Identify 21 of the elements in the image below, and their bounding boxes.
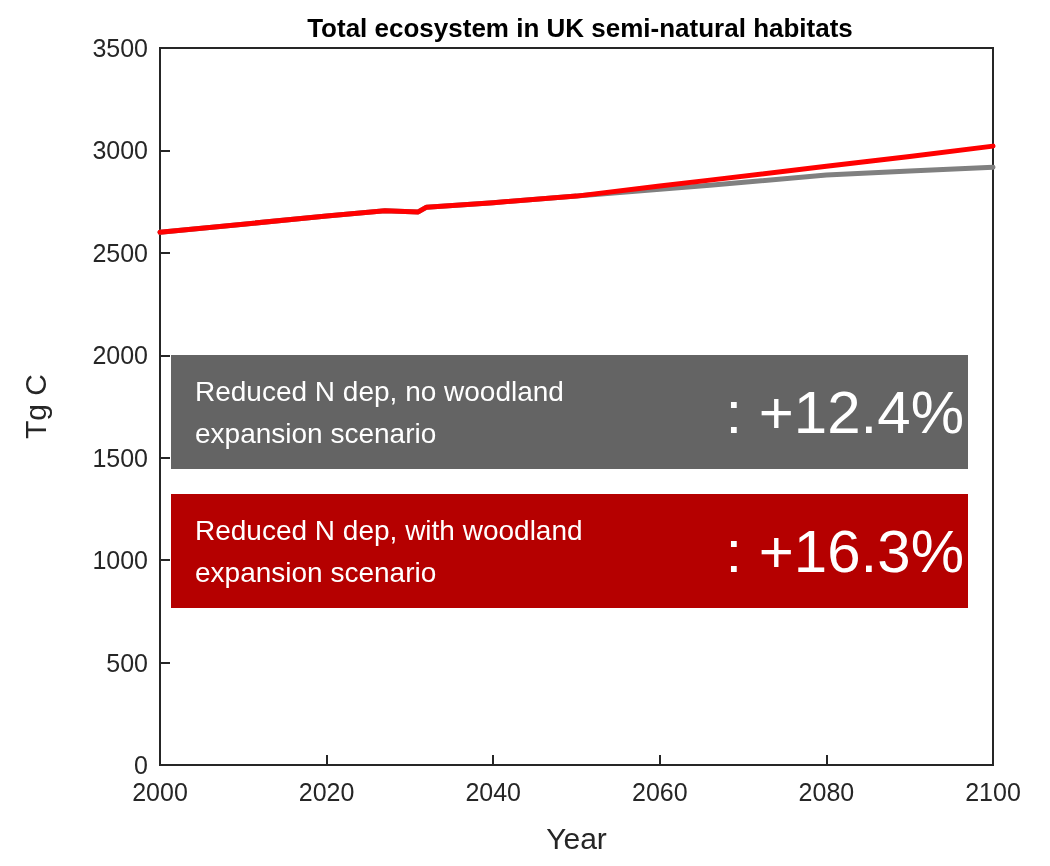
x-tick-label: 2040: [465, 777, 522, 806]
y-tick-label: 2000: [92, 341, 148, 370]
x-tick-label: 2100: [965, 777, 1021, 806]
annotation: : +12.4%: [725, 378, 964, 446]
y-tick-label: 1000: [92, 546, 148, 575]
x-tick-label: 2000: [132, 777, 188, 806]
annotation: Reduced N dep, with woodland expansion scenario: [195, 514, 591, 588]
chart-title: Total ecosystem in UK semi-natural habitats: [307, 13, 853, 43]
y-tick-label: 0: [134, 751, 148, 779]
y-tick-label: 1500: [92, 443, 148, 472]
y-tick-label: 3500: [92, 34, 148, 62]
y-tick-label: 500: [106, 648, 148, 677]
annotation: Reduced N dep, no woodland expansion scenario: [195, 375, 572, 449]
x-tick-label: 2020: [298, 777, 355, 806]
y-tick-label: 2500: [92, 238, 148, 267]
x-tick-label: 2060: [631, 777, 688, 806]
y-tick-label: 3000: [92, 136, 148, 165]
y-axis-title: Tg C: [18, 373, 52, 440]
x-axis-title: Year: [546, 821, 607, 855]
x-tick-label: 2080: [798, 777, 855, 806]
annotation: : +16.3%: [725, 517, 964, 585]
